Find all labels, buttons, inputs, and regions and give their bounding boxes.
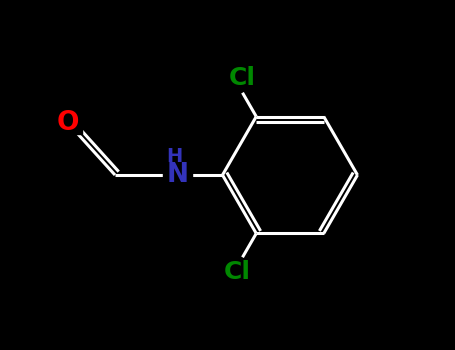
- Text: N: N: [167, 162, 188, 188]
- Text: Cl: Cl: [229, 66, 256, 90]
- Text: H: H: [166, 147, 182, 166]
- Text: Cl: Cl: [224, 260, 251, 284]
- Polygon shape: [163, 164, 192, 186]
- Text: O: O: [56, 110, 79, 135]
- Polygon shape: [165, 147, 183, 165]
- Polygon shape: [54, 112, 81, 133]
- Polygon shape: [214, 261, 261, 283]
- Polygon shape: [219, 67, 266, 89]
